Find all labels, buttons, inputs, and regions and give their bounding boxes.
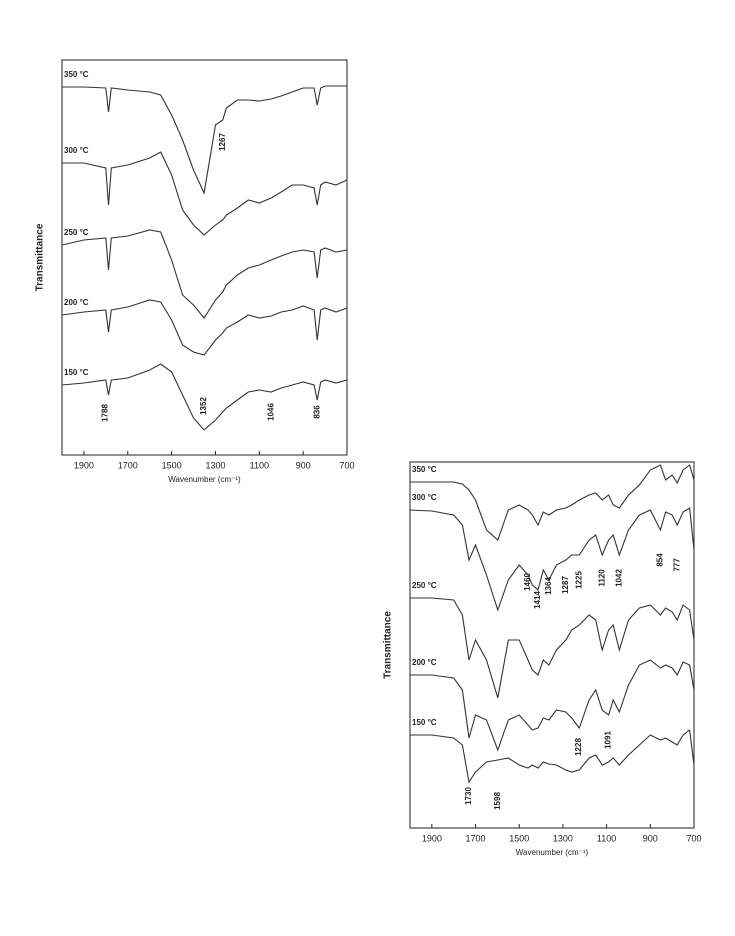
spectrum-line [410, 464, 695, 541]
x-tick-label: 1300 [205, 460, 225, 470]
spectrum-line [61, 299, 348, 356]
peak-annotation: 1788 [101, 404, 110, 422]
x-tick-label: 700 [339, 460, 354, 470]
x-tick-label: 900 [296, 460, 311, 470]
peak-annotation: 1228 [574, 738, 583, 756]
series-label: 200 °C [412, 658, 437, 667]
peak-annotation: 1598 [493, 792, 502, 810]
series-label: 300 °C [412, 493, 437, 502]
peak-annotation: 1046 [266, 403, 275, 421]
x-tick-label: 900 [643, 833, 658, 843]
series-label: 150 °C [64, 368, 89, 377]
peak-annotation: 1364 [544, 577, 553, 595]
series-label: 250 °C [412, 581, 437, 590]
spectrum-line [410, 728, 695, 784]
spectrum-line [61, 363, 348, 431]
peak-annotation: 1120 [597, 569, 606, 587]
x-tick-label: 1500 [509, 833, 529, 843]
peak-annotation: 1042 [614, 569, 623, 587]
plot-frame [409, 461, 695, 829]
spectrum-line [62, 85, 347, 195]
peak-annotation: 836 [312, 405, 321, 419]
series-label: 250 °C [64, 228, 89, 237]
peak-annotation: 1730 [464, 787, 473, 805]
x-tick-label: 1900 [74, 460, 94, 470]
y-axis-title: Transmittance [383, 611, 394, 679]
series-label: 300 °C [64, 146, 89, 155]
x-tick-label: 700 [686, 833, 701, 843]
spectrum-line [61, 229, 348, 319]
peak-annotation: 1267 [218, 133, 227, 151]
peak-annotation: 1414 [533, 591, 542, 609]
series-label: 150 °C [412, 718, 437, 727]
peak-annotation: 854 [655, 553, 664, 567]
x-axis-title: Wavenumber (cm⁻¹) [516, 848, 589, 857]
x-tick-label: 1900 [422, 833, 442, 843]
x-tick-label: 1100 [250, 460, 269, 470]
spectrum-line [409, 507, 695, 612]
x-tick-label: 1700 [466, 833, 486, 843]
series-label: 350 °C [412, 465, 437, 474]
spectrum-line [410, 659, 695, 752]
peak-annotation: 1091 [604, 731, 613, 749]
peak-annotation: 1225 [574, 571, 583, 589]
x-tick-label: 1700 [118, 460, 138, 470]
peak-annotation: 1287 [561, 576, 570, 594]
x-tick-label: 1500 [162, 460, 182, 470]
plot-frame [61, 59, 348, 456]
x-axis-title: Wavenumber (cm⁻¹) [168, 475, 241, 484]
y-axis-title: Transmittance [35, 223, 46, 291]
peak-annotation: 1352 [199, 397, 208, 415]
x-tick-label: 1300 [553, 833, 573, 843]
peak-annotation: 1460 [523, 573, 532, 591]
series-label: 350 °C [64, 70, 89, 79]
spectrum-line [62, 151, 348, 236]
x-tick-label: 1100 [597, 833, 616, 843]
spectrum-line [410, 597, 695, 699]
series-label: 200 °C [64, 298, 89, 307]
peak-annotation: 777 [672, 558, 681, 572]
